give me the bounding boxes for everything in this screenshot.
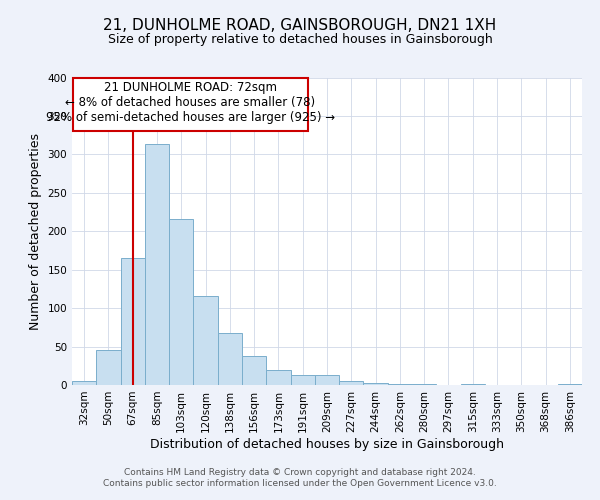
Text: 21 DUNHOLME ROAD: 72sqm: 21 DUNHOLME ROAD: 72sqm bbox=[104, 80, 277, 94]
Bar bbox=[388, 384, 412, 385]
Bar bbox=[315, 375, 339, 385]
Bar bbox=[121, 258, 145, 385]
Bar bbox=[145, 144, 169, 385]
Text: Size of property relative to detached houses in Gainsborough: Size of property relative to detached ho… bbox=[107, 32, 493, 46]
Text: 21, DUNHOLME ROAD, GAINSBOROUGH, DN21 1XH: 21, DUNHOLME ROAD, GAINSBOROUGH, DN21 1X… bbox=[103, 18, 497, 32]
Bar bbox=[412, 384, 436, 385]
FancyBboxPatch shape bbox=[73, 78, 308, 132]
Bar bbox=[242, 356, 266, 385]
Bar bbox=[96, 350, 121, 385]
Bar bbox=[290, 375, 315, 385]
X-axis label: Distribution of detached houses by size in Gainsborough: Distribution of detached houses by size … bbox=[150, 438, 504, 450]
Bar bbox=[218, 332, 242, 385]
Text: Contains HM Land Registry data © Crown copyright and database right 2024.
Contai: Contains HM Land Registry data © Crown c… bbox=[103, 468, 497, 487]
Y-axis label: Number of detached properties: Number of detached properties bbox=[29, 132, 42, 330]
Bar bbox=[558, 384, 582, 385]
Bar bbox=[461, 384, 485, 385]
Bar bbox=[364, 384, 388, 385]
Bar bbox=[169, 219, 193, 385]
Bar bbox=[72, 381, 96, 385]
Bar bbox=[266, 370, 290, 385]
Text: 92% of semi-detached houses are larger (925) →: 92% of semi-detached houses are larger (… bbox=[46, 112, 335, 124]
Bar bbox=[193, 296, 218, 385]
Text: ← 8% of detached houses are smaller (78): ← 8% of detached houses are smaller (78) bbox=[65, 96, 316, 109]
Bar bbox=[339, 381, 364, 385]
